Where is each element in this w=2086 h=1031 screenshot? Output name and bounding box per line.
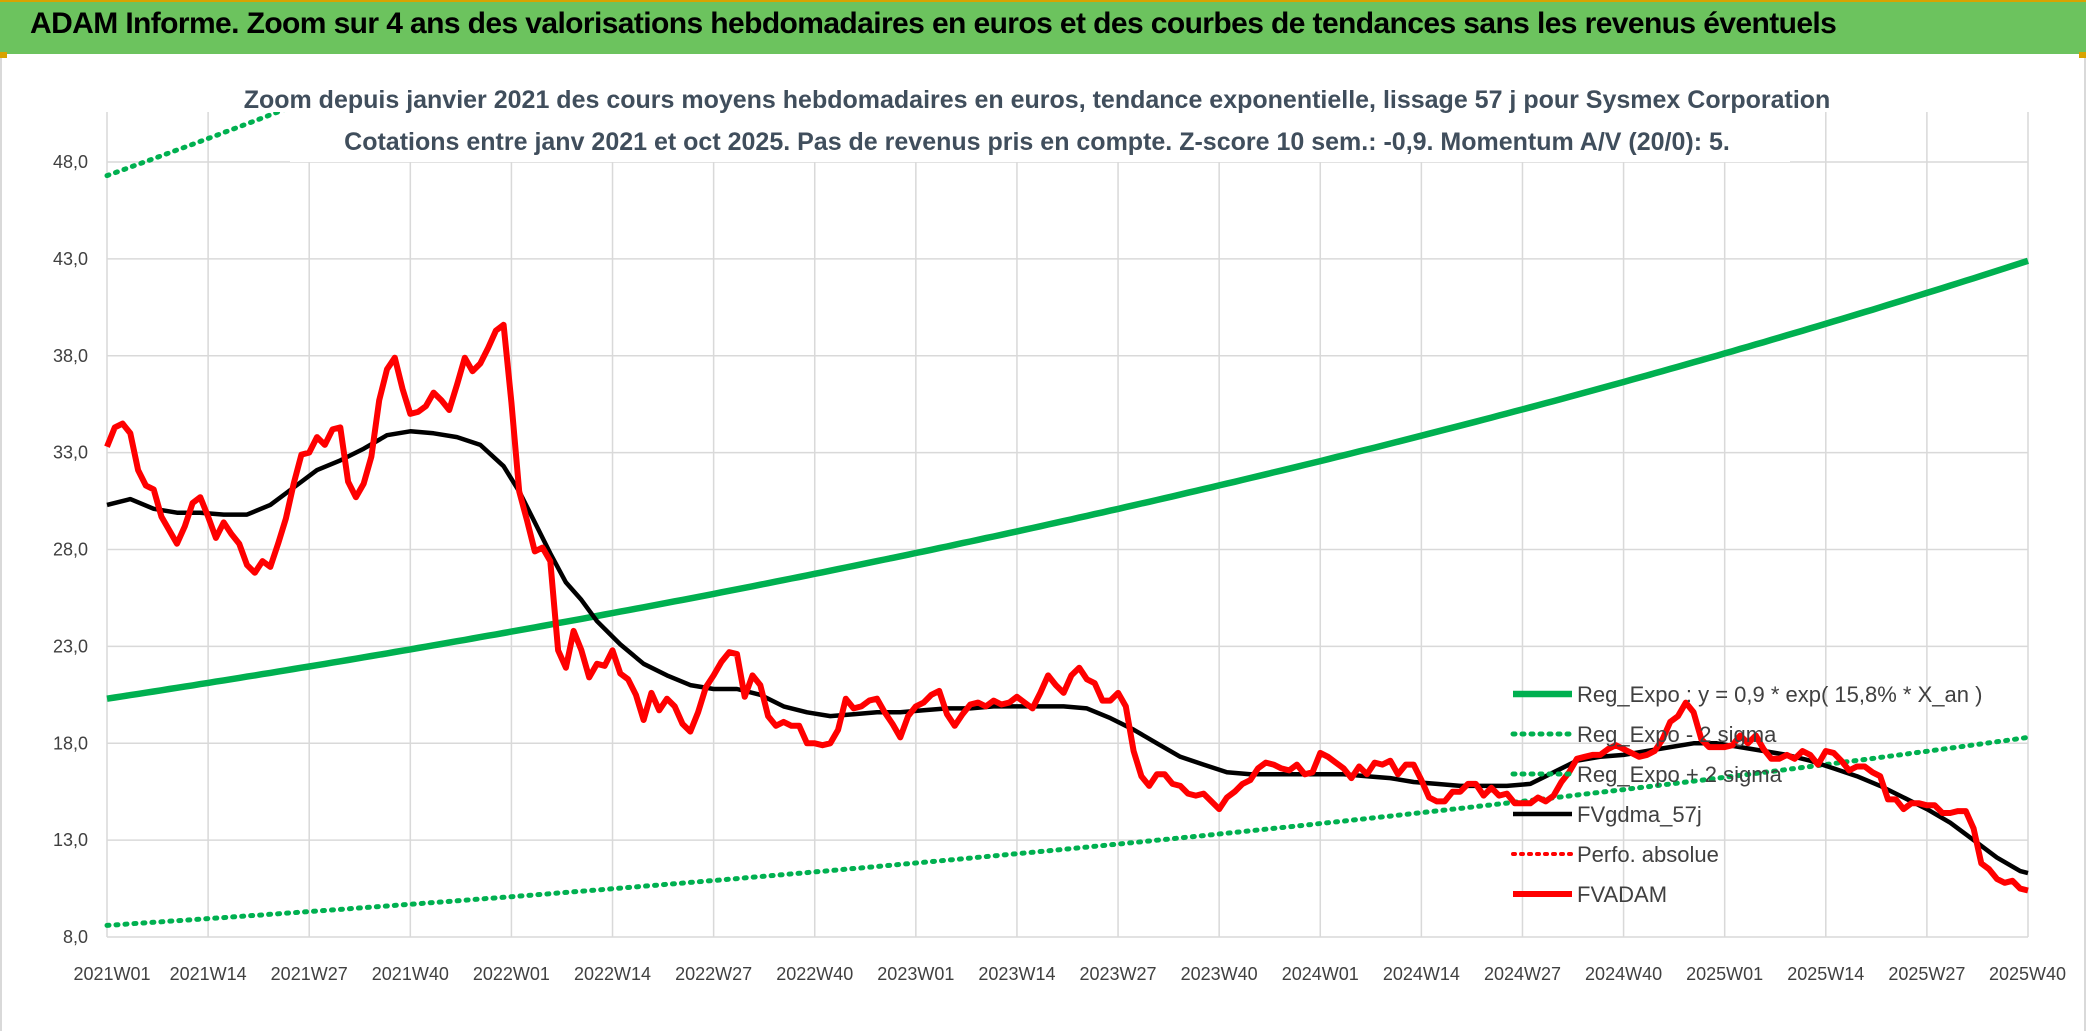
- legend-label: FVADAM: [1577, 882, 1667, 907]
- x-tick-label: 2022W01: [473, 964, 550, 984]
- x-tick-label: 2022W14: [574, 964, 651, 984]
- x-tick-label: 2021W27: [271, 964, 348, 984]
- legend-label: Reg_Expo + 2 sigma: [1577, 762, 1783, 787]
- title-bar: [0, 0, 2086, 54]
- x-tick-label: 2021W14: [170, 964, 247, 984]
- x-tick-label: 2024W40: [1585, 964, 1662, 984]
- legend-label: FVgdma_57j: [1577, 802, 1702, 827]
- x-tick-label: 2023W40: [1181, 964, 1258, 984]
- x-tick-label: 2023W27: [1080, 964, 1157, 984]
- y-tick-label: 43,0: [53, 249, 88, 269]
- y-tick-label: 23,0: [53, 636, 88, 656]
- series-line-0: [106, 257, 2029, 702]
- y-tick-label: 33,0: [53, 443, 88, 463]
- y-tick-label: 28,0: [53, 540, 88, 560]
- series-group: [104, 112, 2031, 928]
- y-tick-label: 13,0: [53, 830, 88, 850]
- x-tick-label: 2024W27: [1484, 964, 1561, 984]
- x-tick-label: 2025W27: [1888, 964, 1965, 984]
- gridlines: [106, 112, 2029, 938]
- x-tick-label: 2023W01: [877, 964, 954, 984]
- chart-subtitle: Cotations entre janv 2021 et oct 2025. P…: [344, 128, 1730, 156]
- legend: Reg_Expo : y = 0,9 * exp( 15,8% * X_an )…: [1510, 682, 1982, 907]
- x-tick-label: 2021W01: [73, 964, 150, 984]
- y-axis-ticks: 8,0 13,0 18,0 23,0 28,0 33,0 38,0 43,0 48,0: [53, 152, 88, 947]
- chart-title: Zoom depuis janvier 2021 des cours moyen…: [244, 86, 1831, 114]
- series-line-1: [104, 734, 2031, 928]
- x-tick-label: 2022W40: [776, 964, 853, 984]
- x-tick-label: 2025W14: [1787, 964, 1864, 984]
- x-tick-label: 2022W27: [675, 964, 752, 984]
- x-tick-label: 2024W01: [1282, 964, 1359, 984]
- x-tick-label: 2025W01: [1686, 964, 1763, 984]
- x-tick-label: 2021W40: [372, 964, 449, 984]
- chart-frame: [0, 54, 2086, 1031]
- x-axis-ticks: 2021W01 2021W14 2021W27 2021W40 2022W01 2022W…: [73, 964, 2066, 984]
- x-tick-label: 2025W40: [1989, 964, 2066, 984]
- series-line-5: [104, 321, 2029, 894]
- y-tick-label: 18,0: [53, 733, 88, 753]
- frame-corner-left: [0, 52, 7, 58]
- subtitle-background: [290, 78, 1790, 162]
- y-tick-label: 38,0: [53, 346, 88, 366]
- y-tick-label: 8,0: [63, 927, 88, 947]
- x-tick-label: 2023W14: [978, 964, 1055, 984]
- y-tick-label: 48,0: [53, 152, 88, 172]
- legend-label: Reg_Expo : y = 0,9 * exp( 15,8% * X_an ): [1577, 682, 1982, 707]
- page-title: ADAM Informe. Zoom sur 4 ans des valoris…: [30, 7, 1837, 40]
- legend-label: Reg_Expo - 2 sigma: [1577, 722, 1777, 747]
- frame-corner-right: [2079, 52, 2086, 58]
- legend-label: Perfo. absolue: [1577, 842, 1719, 867]
- series-line-3: [106, 429, 2029, 876]
- x-tick-label: 2024W14: [1383, 964, 1460, 984]
